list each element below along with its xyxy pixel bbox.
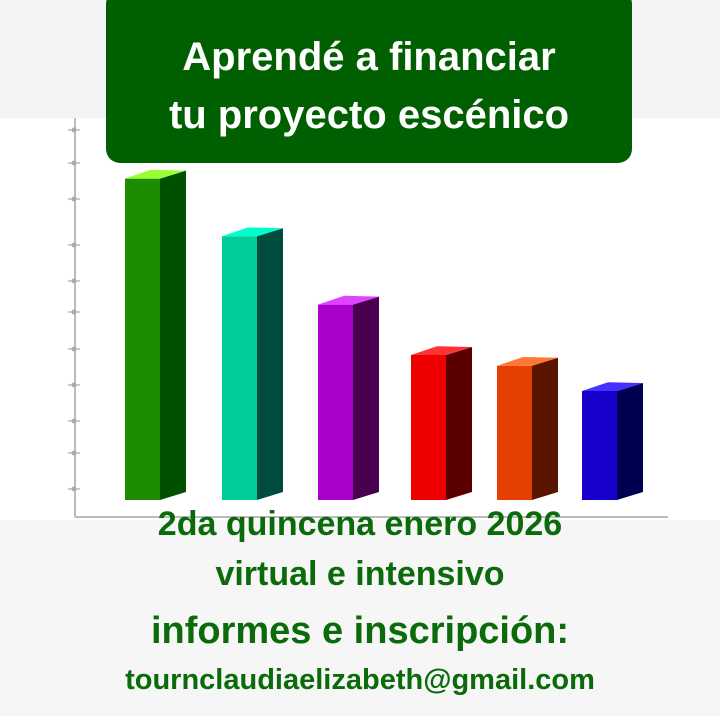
- page-title: Aprendé a financiar tu proyecto escénico: [106, 28, 632, 144]
- title-line-2: tu proyecto escénico: [168, 93, 570, 137]
- bar-top: [125, 169, 186, 179]
- title-banner: [106, 0, 632, 163]
- y-tick-dot: [71, 418, 77, 424]
- email-text: tournclaudiaelizabeth@gmail.com: [125, 664, 595, 696]
- bar-front: [497, 365, 532, 500]
- bar-top: [411, 346, 472, 355]
- y-tick-dot: [71, 196, 77, 202]
- bar-side: [446, 347, 472, 500]
- y-tick-dot: [71, 127, 77, 133]
- bar-top: [582, 382, 643, 391]
- y-tick-dot: [71, 486, 77, 492]
- y-tick-dot: [71, 382, 77, 388]
- bar-front: [411, 355, 446, 500]
- bar-front: [318, 304, 353, 500]
- y-tick-dot: [71, 309, 77, 315]
- y-tick-dot: [71, 160, 77, 166]
- y-tick-dot: [71, 242, 77, 248]
- bar-top: [497, 357, 558, 366]
- bar-side: [617, 383, 643, 500]
- bar-front: [125, 178, 160, 500]
- bar-side: [160, 170, 186, 500]
- bar-side: [257, 228, 283, 500]
- bar-top: [318, 295, 379, 305]
- bar-side: [532, 357, 558, 500]
- contact-label: informes e inscripción:: [150, 610, 570, 652]
- bar-front: [222, 236, 257, 500]
- y-tick-dot: [71, 278, 77, 284]
- dates-text: 2da quincena enero 2026: [157, 505, 563, 543]
- bar-front: [582, 391, 617, 500]
- y-tick-dot: [71, 450, 77, 456]
- y-tick-dot: [71, 346, 77, 352]
- bar-top: [222, 227, 283, 237]
- background-bottom: [0, 520, 720, 716]
- bar-side: [353, 296, 379, 500]
- title-line-1: Aprendé a financiar: [182, 35, 556, 79]
- mode-text: virtual e intensivo: [215, 555, 505, 593]
